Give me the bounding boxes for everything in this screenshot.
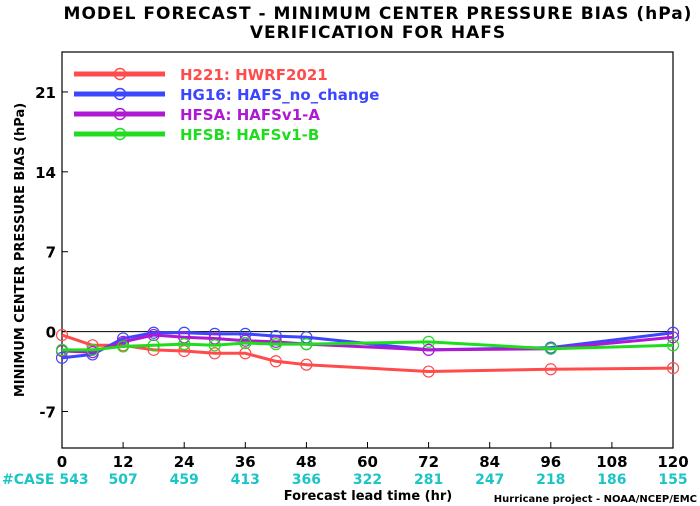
data-point <box>269 355 282 368</box>
data-point <box>300 338 313 351</box>
case-count: 186 <box>597 472 626 488</box>
legend-marker <box>113 67 127 81</box>
data-point <box>208 347 221 360</box>
x-tick-label: 24 <box>174 453 195 471</box>
data-point <box>55 343 69 356</box>
data-point <box>116 332 130 345</box>
data-point <box>116 340 130 353</box>
case-count: 543 <box>59 472 88 488</box>
legend-entry: HG16: HAFS_no_change <box>180 86 379 104</box>
data-point <box>208 339 221 352</box>
y-tick-label: -7 <box>39 403 56 421</box>
data-point <box>666 339 680 352</box>
y-tick-label: 0 <box>46 324 56 342</box>
data-point <box>147 339 160 352</box>
x-tick-label: 36 <box>235 453 256 471</box>
x-tick-label: 60 <box>357 453 378 471</box>
legend-entry: HFSB: HAFSv1-B <box>180 126 319 144</box>
x-tick-label: 120 <box>657 453 688 471</box>
data-point <box>147 328 160 342</box>
x-tick-label: 48 <box>296 453 317 471</box>
case-count: 459 <box>170 472 199 488</box>
chart-subtitle: VERIFICATION FOR HAFS <box>250 23 506 43</box>
case-count: 413 <box>231 472 260 488</box>
case-count: 155 <box>658 472 687 488</box>
data-point <box>86 343 99 356</box>
data-point <box>239 347 252 360</box>
case-count: 218 <box>536 472 565 488</box>
case-count: 366 <box>292 472 321 488</box>
plot-frame <box>61 51 674 449</box>
legend: H221: HWRF2021 HG16: HAFS_no_change HFSA: … <box>74 66 379 144</box>
case-counts: 543 507 459 413 366 322 281 247 218 186 155 <box>59 472 687 488</box>
series-group <box>55 326 680 378</box>
axis-ticks: 0 12 24 36 48 60 72 84 96 108 120 -7 0 7 14 21 <box>35 84 689 471</box>
legend-entry: HFSA: HAFSv1-A <box>180 106 320 124</box>
case-count: 322 <box>353 472 382 488</box>
data-point <box>666 331 680 344</box>
case-count: 507 <box>108 472 137 488</box>
x-tick-label: 0 <box>57 453 67 471</box>
legend-marker <box>113 127 127 141</box>
data-point <box>269 338 282 351</box>
credit-text: Hurricane project - NOAA/NCEP/EMC <box>494 494 697 505</box>
data-point <box>544 363 557 376</box>
legend-marker <box>113 107 127 121</box>
data-point <box>544 342 557 355</box>
case-count: 281 <box>414 472 443 488</box>
y-tick-label: 14 <box>35 164 56 182</box>
case-label: #CASE <box>2 472 55 488</box>
x-tick-label: 84 <box>479 453 500 471</box>
y-axis-label: MINIMUM CENTER PRESSURE BIAS (hPa) <box>13 103 28 397</box>
x-tick-label: 72 <box>418 453 439 471</box>
case-count: 247 <box>475 472 504 488</box>
x-axis-label: Forecast lead time (hr) <box>284 489 452 504</box>
data-point <box>422 343 435 356</box>
data-point <box>422 365 435 378</box>
data-point <box>55 328 69 342</box>
y-tick-label: 21 <box>35 84 56 102</box>
x-tick-label: 12 <box>113 453 134 471</box>
data-point <box>300 358 313 371</box>
data-point <box>178 338 191 351</box>
x-tick-label: 108 <box>596 453 627 471</box>
data-point <box>239 336 252 350</box>
legend-marker <box>113 87 127 101</box>
data-point <box>666 362 680 375</box>
x-tick-label: 96 <box>540 453 561 471</box>
chart-title: MODEL FORECAST - MINIMUM CENTER PRESSURE… <box>64 4 693 24</box>
data-point <box>422 335 435 348</box>
legend-entry: H221: HWRF2021 <box>180 66 328 84</box>
y-tick-label: 7 <box>46 244 56 262</box>
